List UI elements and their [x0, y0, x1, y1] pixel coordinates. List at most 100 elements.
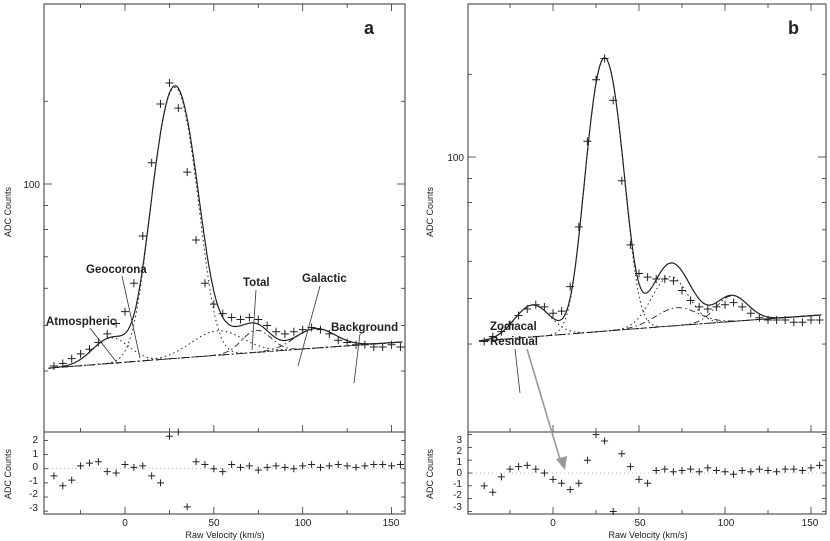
residual-point: [174, 428, 182, 436]
residual-point: [299, 462, 307, 470]
pointer-background: [353, 333, 361, 384]
total-fit-curve: [478, 57, 822, 342]
residual-point: [201, 461, 209, 469]
data-point: [523, 304, 532, 313]
data-point: [209, 300, 218, 309]
residual-point: [139, 462, 147, 470]
data-point: [58, 359, 67, 368]
data-point: [218, 309, 227, 318]
panel-a-xlabel: Raw Velocity (km/s): [185, 530, 264, 540]
data-point: [738, 302, 747, 311]
residual-point: [497, 473, 505, 481]
residual-point: [695, 468, 703, 476]
residual-point: [773, 468, 781, 476]
data-point: [378, 342, 387, 351]
residual-point: [308, 461, 316, 469]
residual-point: [343, 462, 351, 470]
residual-point: [103, 468, 111, 476]
residual-point: [183, 503, 191, 511]
data-point: [600, 54, 609, 63]
data-point: [174, 104, 183, 113]
data-point: [540, 302, 549, 311]
residual-point: [325, 462, 333, 470]
panel-b-rtick-3: 3: [456, 435, 462, 446]
data-point: [755, 313, 764, 322]
galactic-curve-1: [478, 276, 822, 342]
data-point: [815, 315, 824, 324]
panel-a-rtick-m3: -3: [29, 503, 38, 514]
panel-a-rtick-2: 2: [32, 435, 38, 446]
panel-b: b 100 ADC Counts ADC Counts 0 50 100 150…: [425, 3, 827, 540]
panel-b-rtick-0: 0: [456, 468, 462, 479]
pointer-zodiacal-residual: [526, 348, 563, 467]
panel-a-ytick-100: 100: [23, 180, 40, 191]
residual-point: [245, 462, 253, 470]
data-point: [236, 315, 245, 324]
data-point: [227, 313, 236, 322]
panel-b-rtick-m2: -2: [453, 490, 462, 501]
panel-a-ylabel: ADC Counts: [3, 186, 13, 237]
panel-b-xtick-50: 50: [634, 518, 646, 529]
data-point: [298, 325, 307, 334]
residual-point: [480, 482, 488, 490]
data-point: [165, 79, 174, 88]
residual-point: [515, 463, 523, 471]
data-point: [626, 240, 635, 249]
data-point: [480, 337, 489, 346]
data-point: [746, 309, 755, 318]
residual-point: [281, 463, 289, 471]
residual-point: [755, 465, 763, 473]
residual-point: [730, 470, 738, 478]
data-point: [729, 298, 738, 307]
data-point: [574, 222, 583, 231]
pointer-zodiacal-arrowhead: [556, 456, 567, 470]
residual-point: [290, 465, 298, 473]
residual-point: [157, 479, 165, 487]
galactic-curve-3: [48, 328, 403, 369]
annotation-galactic: Galactic: [302, 273, 347, 285]
data-point: [678, 286, 686, 295]
residual-point: [738, 466, 746, 474]
data-point: [289, 327, 298, 336]
data-point: [343, 338, 352, 347]
data-point: [387, 340, 396, 349]
residual-point: [747, 468, 755, 476]
residual-point: [549, 475, 557, 483]
residual-point: [764, 466, 772, 474]
residual-point: [219, 468, 227, 476]
residual-point: [566, 486, 574, 494]
data-point: [369, 342, 378, 351]
data-point: [635, 269, 643, 278]
data-point: [617, 176, 626, 185]
data-point: [334, 336, 343, 345]
panel-a-residual-points: [44, 428, 405, 511]
data-point: [669, 276, 678, 285]
residual-point: [635, 475, 643, 483]
panel-a-rtick-1: 1: [32, 449, 38, 460]
data-point: [557, 307, 566, 316]
panel-b-letter: b: [788, 18, 799, 38]
residual-point: [618, 450, 626, 458]
residual-point: [678, 466, 686, 474]
panel-b-ytick-100: 100: [447, 153, 464, 164]
data-point: [686, 296, 695, 305]
panel-b-rtick-1: 1: [456, 457, 462, 468]
data-point: [85, 345, 94, 354]
data-point: [129, 279, 138, 288]
data-point: [497, 327, 506, 336]
panel-a-points: [49, 79, 405, 370]
pointer-zodiacal-main: [514, 348, 521, 394]
data-point: [781, 315, 790, 324]
residual-point: [361, 462, 369, 470]
data-point: [583, 137, 592, 146]
data-point: [566, 282, 575, 291]
residual-point: [192, 458, 200, 466]
data-point: [272, 327, 281, 336]
annotation-zodiacal: Zodiacal: [490, 321, 537, 333]
data-point: [67, 354, 76, 363]
panel-a-residual-ylabel: ADC Counts: [3, 448, 13, 499]
residual-point: [601, 437, 609, 445]
panel-a: a 100 ADC Counts ADC Counts 0 50 100 150…: [3, 3, 406, 540]
residual-point: [68, 476, 76, 484]
